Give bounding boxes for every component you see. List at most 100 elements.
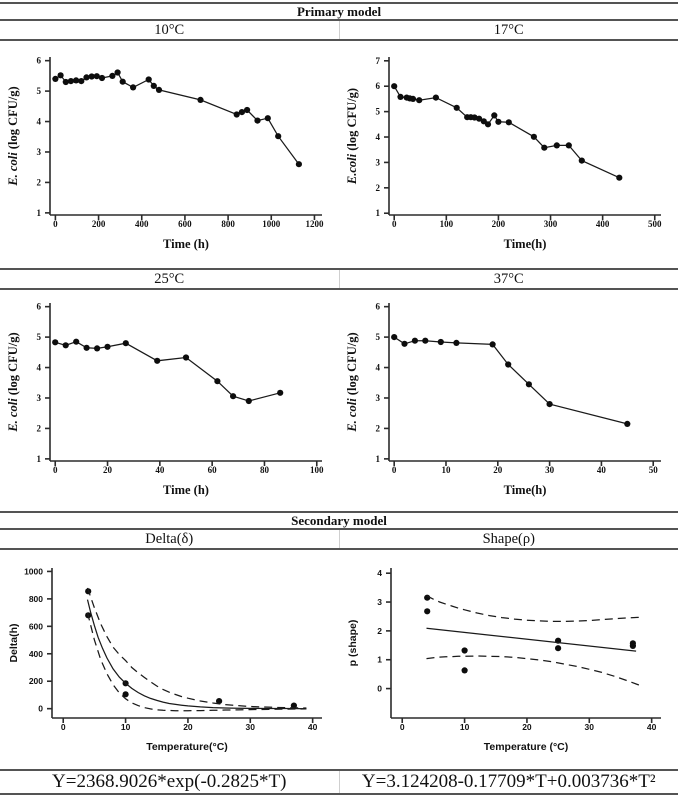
svg-text:2: 2 bbox=[377, 625, 382, 635]
temp-header-10c: 10°C bbox=[154, 22, 185, 38]
svg-text:40: 40 bbox=[307, 722, 317, 732]
svg-text:40: 40 bbox=[596, 465, 606, 475]
chart-10c: 0 200 400 600 800 1000 1200 1 2 3 4 5 6 Time (h) E. co… bbox=[6, 55, 324, 250]
svg-text:5: 5 bbox=[36, 86, 41, 96]
chart-cell-17c: 0 100 200 300 400 500 1 2 3 4 5 6 7 Time(h) E.coli (lo… bbox=[339, 41, 678, 268]
svg-text:300: 300 bbox=[543, 219, 557, 229]
primary-charts-row-1: 0 200 400 600 800 1000 1200 1 2 3 4 5 6 Time (h) E. co… bbox=[0, 41, 678, 268]
temp-header-row-1: 10°C 17°C bbox=[0, 21, 678, 39]
svg-text:600: 600 bbox=[178, 219, 192, 229]
chart-cell-10c: 0 200 400 600 800 1000 1200 1 2 3 4 5 6 Time (h) E. co… bbox=[0, 41, 339, 268]
table-rule bbox=[0, 769, 678, 771]
svg-text:6: 6 bbox=[36, 301, 41, 311]
svg-text:200: 200 bbox=[491, 219, 505, 229]
secondary-model-header: Secondary model bbox=[291, 513, 387, 528]
secondary-charts-row: 0 10 20 30 40 0 200 400 600 800 1000 Temperature(°C… bbox=[0, 550, 678, 769]
svg-text:80: 80 bbox=[259, 465, 269, 475]
series-observed bbox=[390, 82, 622, 181]
svg-text:10: 10 bbox=[120, 722, 130, 732]
y-axis-label: p (shape) bbox=[347, 619, 359, 666]
svg-text:200: 200 bbox=[91, 219, 105, 229]
svg-text:0: 0 bbox=[391, 219, 396, 229]
tick-labels: 0 10 20 30 40 50 1 2 3 4 5 6 bbox=[375, 301, 658, 474]
chart-shape: 0 10 20 30 40 0 1 2 3 4 Temperature (°C) p (shape) bbox=[347, 567, 661, 753]
svg-text:5: 5 bbox=[375, 332, 380, 342]
tick-labels: 0 20 40 60 80 100 1 2 3 4 5 6 bbox=[36, 301, 324, 474]
svg-text:400: 400 bbox=[28, 648, 42, 658]
axes bbox=[44, 302, 322, 466]
svg-text:400: 400 bbox=[595, 219, 609, 229]
x-axis-label: Temperature(°C) bbox=[146, 741, 228, 753]
svg-text:100: 100 bbox=[439, 219, 453, 229]
y-axis-label: E.coli (log CFU/g) bbox=[345, 87, 359, 184]
delta-header: Delta(δ) bbox=[145, 531, 194, 547]
svg-text:0: 0 bbox=[377, 683, 382, 693]
svg-text:0: 0 bbox=[60, 722, 65, 732]
svg-text:30: 30 bbox=[245, 722, 255, 732]
svg-text:3: 3 bbox=[375, 392, 380, 402]
svg-text:0: 0 bbox=[399, 722, 404, 732]
temp-header-17c: 17°C bbox=[338, 21, 678, 39]
svg-text:500: 500 bbox=[647, 219, 661, 229]
x-axis-label: Temperature (°C) bbox=[483, 741, 568, 753]
svg-text:30: 30 bbox=[584, 722, 594, 732]
svg-text:0: 0 bbox=[52, 465, 57, 475]
table-rule bbox=[0, 268, 678, 270]
table-rule-bottom bbox=[0, 793, 678, 795]
shape-header: Shape(ρ) bbox=[338, 530, 678, 548]
svg-text:200: 200 bbox=[28, 676, 42, 686]
secondary-header-row: Delta(δ) Shape(ρ) bbox=[0, 530, 678, 548]
svg-text:5: 5 bbox=[36, 332, 41, 342]
chart-cell-delta: 0 10 20 30 40 0 200 400 600 800 1000 Temperature(°C… bbox=[0, 550, 339, 769]
svg-text:1200: 1200 bbox=[305, 219, 324, 229]
shape-equation: Y=3.124208-0.17709*T+0.003736*T² bbox=[338, 771, 678, 793]
delta-equation: Y=2368.9026*exp(-0.2825*T) bbox=[52, 771, 287, 792]
x-axis-label: Time (h) bbox=[163, 483, 209, 497]
svg-text:20: 20 bbox=[183, 722, 193, 732]
svg-text:3: 3 bbox=[36, 392, 41, 402]
svg-text:1000: 1000 bbox=[262, 219, 281, 229]
tick-labels: 0 10 20 30 40 0 1 2 3 4 bbox=[377, 568, 656, 732]
series-observed bbox=[51, 338, 283, 404]
svg-text:40: 40 bbox=[646, 722, 656, 732]
series-lower-95ci bbox=[86, 611, 306, 711]
temp-header-37c: 37°C bbox=[338, 270, 678, 288]
svg-text:400: 400 bbox=[134, 219, 148, 229]
svg-text:3: 3 bbox=[377, 597, 382, 607]
table-rule-top bbox=[0, 2, 678, 4]
axes bbox=[383, 56, 661, 220]
svg-text:1: 1 bbox=[377, 654, 382, 664]
equations-row: Y=2368.9026*exp(-0.2825*T) Y=3.124208-0.… bbox=[0, 771, 678, 793]
chart-17c: 0 100 200 300 400 500 1 2 3 4 5 6 7 Time(h) E.coli (lo… bbox=[345, 55, 662, 250]
svg-text:20: 20 bbox=[103, 465, 113, 475]
svg-text:0: 0 bbox=[38, 703, 43, 713]
series-observed bbox=[423, 594, 636, 673]
y-axis-label: E. coli (log CFU/g) bbox=[6, 332, 20, 432]
svg-text:6: 6 bbox=[375, 301, 380, 311]
series-upper-95ci bbox=[86, 587, 306, 709]
axes bbox=[44, 56, 322, 220]
table-rule bbox=[0, 548, 678, 550]
chart-cell-shape: 0 10 20 30 40 0 1 2 3 4 Temperature (°C) p (shape) bbox=[339, 550, 678, 769]
svg-text:4: 4 bbox=[375, 132, 380, 142]
svg-text:20: 20 bbox=[522, 722, 532, 732]
svg-text:2: 2 bbox=[36, 177, 41, 187]
table-rule bbox=[0, 528, 678, 530]
svg-text:600: 600 bbox=[28, 621, 42, 631]
chart-37c: 0 10 20 30 40 50 1 2 3 4 5 6 Time(h) E. coli (log CFU… bbox=[345, 301, 661, 497]
tick-labels: 0 100 200 300 400 500 1 2 3 4 5 6 7 bbox=[375, 55, 661, 228]
y-axis-label: E. coli (log CFU/g) bbox=[345, 332, 359, 432]
axes bbox=[383, 302, 661, 466]
chart-cell-37c: 0 10 20 30 40 50 1 2 3 4 5 6 Time(h) E. coli (log CFU… bbox=[339, 290, 678, 511]
series-lower-95ci bbox=[425, 654, 639, 686]
series-observed bbox=[51, 68, 302, 167]
series-fit bbox=[425, 627, 636, 652]
svg-text:5: 5 bbox=[375, 106, 380, 116]
svg-text:60: 60 bbox=[207, 465, 217, 475]
axes bbox=[385, 567, 661, 723]
svg-text:2: 2 bbox=[375, 423, 380, 433]
svg-text:100: 100 bbox=[310, 465, 324, 475]
svg-text:4: 4 bbox=[377, 568, 382, 578]
svg-text:1: 1 bbox=[375, 453, 380, 463]
